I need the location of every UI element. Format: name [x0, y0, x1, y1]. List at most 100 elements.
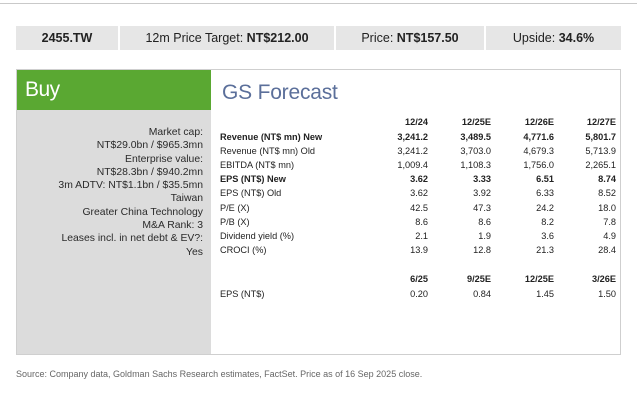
cell: 12.8 — [473, 244, 491, 255]
cell: 3,703.0 — [460, 146, 491, 157]
table-row: P/B (X) 8.6 8.6 8.2 7.8 — [220, 215, 616, 229]
price-header-bar: 2455.TW 12m Price Target: NT$212.00 Pric… — [16, 26, 621, 50]
cell: 5,801.7 — [585, 132, 616, 143]
cell: 8.6 — [478, 216, 491, 227]
price-target: 12m Price Target: NT$212.00 — [120, 26, 334, 50]
column-header: 12/27E — [586, 117, 616, 127]
current-price: Price: NT$157.50 — [336, 26, 484, 50]
cell: 4,679.3 — [523, 146, 554, 157]
cell: 13.9 — [410, 244, 428, 255]
price-target-label: 12m Price Target: — [145, 31, 247, 45]
column-header: 12/25E — [524, 273, 554, 284]
cell: 1.45 — [536, 288, 554, 299]
column-header: 12/24 — [405, 117, 428, 127]
forecast-frame — [16, 69, 621, 355]
cell: 3,241.2 — [397, 132, 428, 143]
top-divider — [0, 3, 637, 4]
cell: 21.3 — [536, 244, 554, 255]
column-header: 12/26E — [524, 117, 554, 127]
header-separator — [484, 26, 486, 50]
table-row: EPS (NT$) Old 3.62 3.92 6.33 8.52 — [220, 186, 616, 200]
cell: 3,241.2 — [397, 146, 428, 157]
cell: 2.1 — [415, 230, 428, 241]
table-row: Dividend yield (%) 2.1 1.9 3.6 4.9 — [220, 229, 616, 243]
info-line: NT$28.3bn / $940.2mn — [96, 166, 203, 178]
header-spacer — [220, 271, 375, 287]
table-row: EBITDA (NT$ mn) 1,009.4 1,108.3 1,756.0 … — [220, 158, 616, 172]
table-row: P/E (X) 42.5 47.3 24.2 18.0 — [220, 200, 616, 214]
cell: 3,489.5 — [460, 132, 491, 143]
cell: 1,756.0 — [523, 160, 554, 171]
rating-badge: Buy — [17, 70, 211, 110]
rating-panel: Buy Market cap: NT$29.0bn / $965.3mn Ent… — [17, 70, 211, 354]
info-line: NT$29.0bn / $965.3mn — [96, 140, 203, 152]
header-separator — [118, 26, 120, 50]
cell: 0.84 — [473, 288, 491, 299]
cell: 2,265.1 — [585, 160, 616, 171]
cell: 6.51 — [536, 174, 554, 185]
cell: 42.5 — [410, 202, 428, 213]
price-value: NT$157.50 — [396, 31, 459, 45]
cell: 18.0 — [598, 202, 616, 213]
upside: Upside: 34.6% — [486, 26, 621, 50]
cell: 24.2 — [536, 202, 554, 213]
price-label: Price: — [361, 31, 397, 45]
info-line: Leases incl. in net debt & EV?: — [61, 233, 203, 245]
cell: 3.62 — [410, 188, 428, 199]
row-label: EPS (NT$) Old — [220, 188, 282, 199]
info-line: Taiwan — [170, 193, 203, 205]
table-row: Revenue (NT$ mn) New 3,241.2 3,489.5 4,7… — [220, 130, 616, 144]
row-label: EPS (NT$) New — [220, 174, 286, 185]
cell: 7.8 — [603, 216, 616, 227]
header-separator — [334, 26, 336, 50]
upside-label: Upside: — [512, 31, 559, 45]
info-line: M&A Rank: 3 — [142, 220, 203, 232]
table-header-row: 12/24 12/25E 12/26E 12/27E — [220, 114, 616, 130]
price-target-value: NT$212.00 — [246, 31, 309, 45]
info-line: Market cap: — [148, 127, 203, 138]
row-label: Dividend yield (%) — [220, 230, 295, 241]
row-label: Revenue (NT$ mn) New — [220, 132, 323, 143]
table-row: CROCI (%) 13.9 12.8 21.3 28.4 — [220, 243, 616, 257]
cell: 1.9 — [478, 230, 491, 241]
cell: 3.92 — [473, 188, 491, 199]
table-row: EPS (NT$) 0.20 0.84 1.45 1.50 — [220, 287, 616, 301]
row-label: EPS (NT$) — [220, 288, 265, 299]
row-label: Revenue (NT$ mn) Old — [220, 146, 315, 157]
cell: 0.20 — [410, 288, 428, 299]
cell: 1,108.3 — [460, 160, 491, 171]
cell: 1.50 — [598, 288, 616, 299]
info-line: Yes — [186, 246, 203, 258]
table-row: Revenue (NT$ mn) Old 3,241.2 3,703.0 4,6… — [220, 144, 616, 158]
cell: 8.2 — [541, 216, 554, 227]
spacer-row — [220, 257, 616, 271]
company-info: Market cap: NT$29.0bn / $965.3mn Enterpr… — [17, 126, 203, 259]
cell: 47.3 — [473, 202, 491, 213]
source-footnote: Source: Company data, Goldman Sachs Rese… — [16, 369, 423, 379]
cell: 8.6 — [415, 216, 428, 227]
cell: 6.33 — [536, 188, 554, 199]
cell: 3.33 — [473, 174, 491, 185]
row-label: EBITDA (NT$ mn) — [220, 160, 295, 171]
table-row: EPS (NT$) New 3.62 3.33 6.51 8.74 — [220, 172, 616, 186]
cell: 5,713.9 — [585, 146, 616, 157]
cell: 8.52 — [598, 188, 616, 199]
column-header: 9/25E — [466, 273, 491, 284]
cell: 1,009.4 — [397, 160, 428, 171]
column-header: 3/26E — [591, 273, 616, 284]
ticker: 2455.TW — [41, 31, 93, 45]
forecast-title: GS Forecast — [222, 81, 338, 104]
row-label: P/E (X) — [220, 202, 250, 213]
forecast-table: 12/24 12/25E 12/26E 12/27E Revenue (NT$ … — [220, 114, 616, 301]
cell: 3.6 — [541, 230, 554, 241]
quarterly-header-row: 6/25 9/25E 12/25E 3/26E — [220, 271, 616, 287]
row-label: CROCI (%) — [220, 244, 267, 255]
row-label: P/B (X) — [220, 216, 250, 227]
header-spacer — [220, 114, 375, 130]
info-line: Greater China Technology — [82, 206, 203, 218]
info-line: 3m ADTV: NT$1.1bn / $35.5mn — [58, 180, 203, 192]
column-header: 12/25E — [461, 117, 491, 127]
cell: 3.62 — [410, 174, 428, 185]
cell: 4,771.6 — [523, 132, 554, 143]
cell: 28.4 — [598, 244, 616, 255]
